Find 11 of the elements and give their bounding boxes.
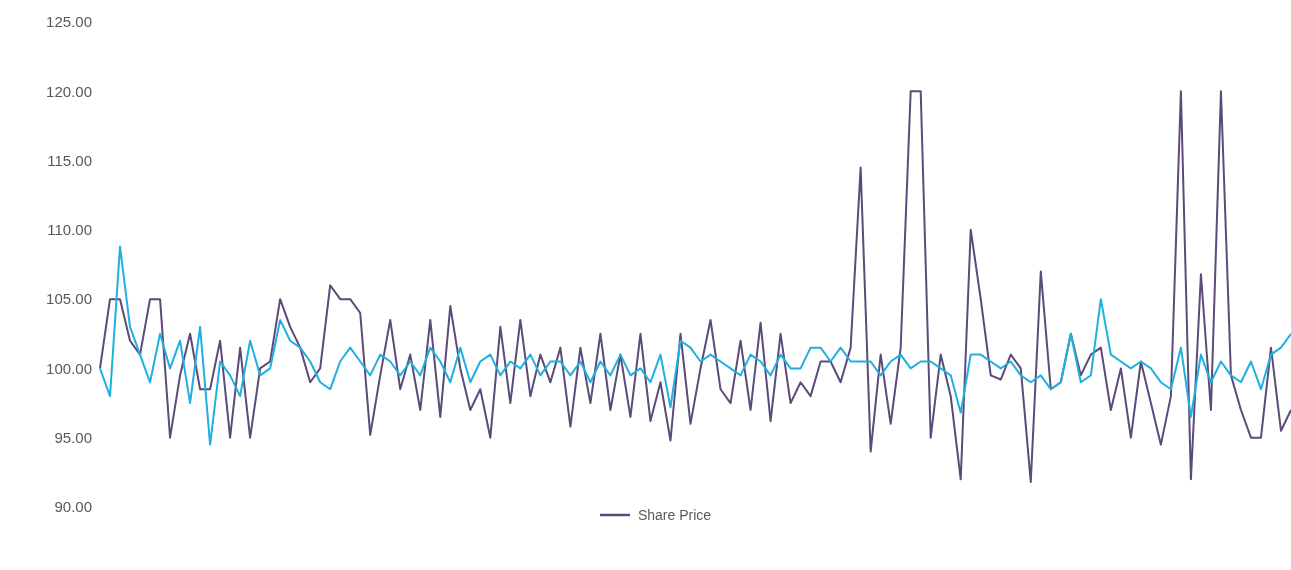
y-tick-label: 100.00 xyxy=(46,359,92,377)
y-tick-label: 95.00 xyxy=(54,429,92,447)
line-series xyxy=(99,245,1291,446)
line-series xyxy=(99,90,1291,484)
y-tick-label: 115.00 xyxy=(47,151,92,169)
y-tick-label: 90.00 xyxy=(54,498,92,516)
y-tick-label: 120.00 xyxy=(46,82,92,100)
legend-label: Share Price xyxy=(637,507,712,523)
y-tick-label: 105.00 xyxy=(46,290,92,308)
y-tick-label: 125.00 xyxy=(46,13,92,31)
y-tick-label: 110.00 xyxy=(47,221,92,239)
